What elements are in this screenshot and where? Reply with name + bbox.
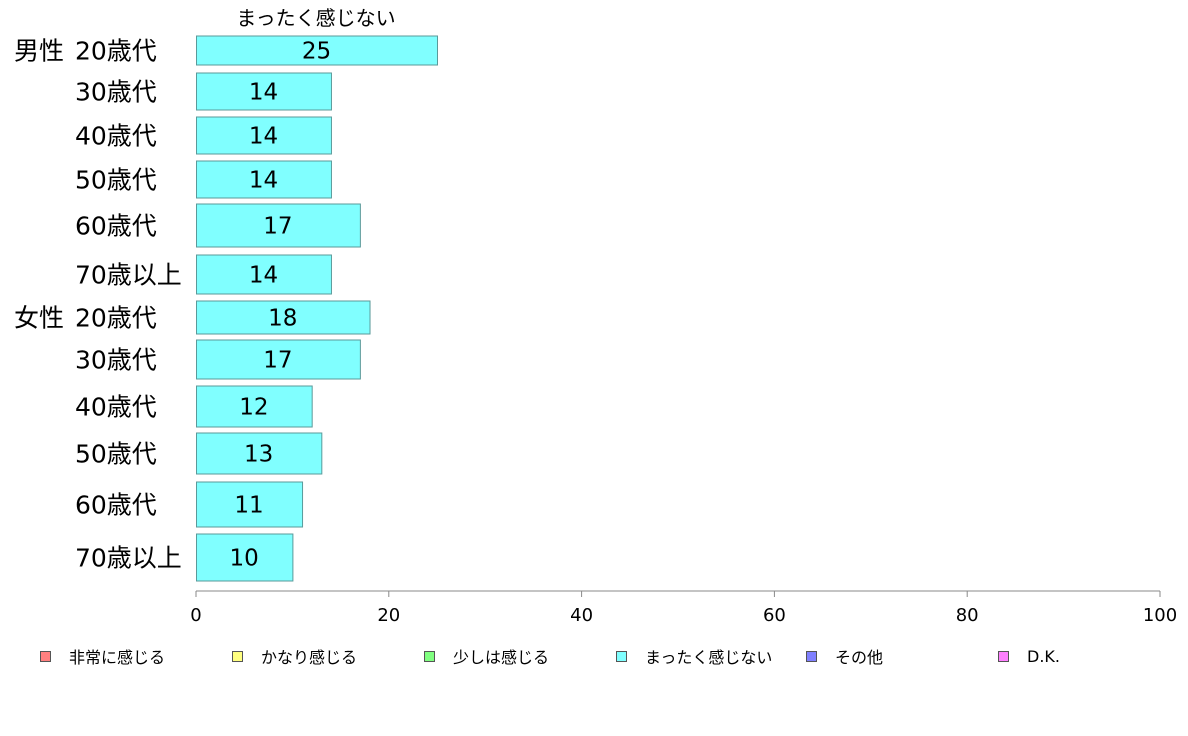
category-label: 30歳代 (75, 346, 157, 375)
category-label: 40歳代 (75, 122, 157, 151)
bar-value-label: 18 (268, 306, 297, 332)
legend-item: その他 (806, 643, 883, 669)
bar (196, 203, 361, 248)
category-label: 60歳代 (75, 212, 157, 241)
category-label: 20歳代 (75, 37, 157, 66)
legend-item: D.K. (998, 643, 1060, 669)
bar-value-label: 13 (244, 442, 273, 468)
legend-item: かなり感じる (232, 643, 357, 669)
legend-label: かなり感じる (261, 648, 358, 667)
bar-value-label: 14 (249, 168, 278, 194)
bar (196, 533, 294, 582)
legend-item: 少しは感じる (424, 643, 549, 669)
x-tick-label: 60 (763, 605, 786, 626)
bar-value-label: 14 (249, 263, 278, 289)
group-label: 女性 (14, 304, 64, 333)
legend-item: まったく感じない (616, 643, 772, 669)
legend-swatch (424, 650, 435, 662)
legend: 非常に感じる かなり感じる 少しは感じる まったく感じない その他 D.K. (40, 643, 1170, 669)
category-label: 50歳代 (75, 440, 157, 469)
bar (196, 116, 332, 155)
legend-swatch (40, 650, 51, 662)
category-label: 70歳以上 (75, 261, 182, 290)
bar (196, 254, 332, 295)
bar (196, 385, 313, 428)
bar-value-label: 14 (249, 124, 278, 150)
category-label: 20歳代 (75, 304, 157, 333)
bar (196, 160, 332, 199)
legend-swatch (232, 650, 243, 662)
x-tick-label: 0 (190, 605, 201, 626)
legend-swatch (998, 650, 1009, 662)
category-label: 40歳代 (75, 393, 157, 422)
bar-value-label: 11 (234, 493, 263, 519)
legend-label: D.K. (1027, 646, 1060, 666)
bar (196, 432, 323, 475)
x-tick-label: 100 (1143, 605, 1177, 626)
category-label: 30歳代 (75, 78, 157, 107)
bar (196, 35, 438, 66)
legend-label: その他 (835, 648, 884, 667)
bar-value-label: 17 (263, 214, 292, 240)
legend-label: まったく感じない (645, 648, 773, 667)
category-label: 50歳代 (75, 166, 157, 195)
category-label: 60歳代 (75, 491, 157, 520)
bar-value-label: 10 (230, 546, 259, 572)
legend-swatch (616, 650, 627, 662)
legend-label: 非常に感じる (69, 648, 166, 667)
legend-label: 少しは感じる (453, 648, 550, 667)
x-tick-label: 40 (570, 605, 593, 626)
bar (196, 481, 304, 528)
bar-value-label: 12 (239, 395, 268, 421)
bar-value-label: 17 (263, 348, 292, 374)
bar-value-label: 25 (302, 39, 331, 65)
bar (196, 72, 332, 111)
group-label: 男性 (14, 37, 64, 66)
x-tick-label: 20 (377, 605, 400, 626)
bar-value-label: 14 (249, 80, 278, 106)
bar (196, 339, 361, 380)
legend-item: 非常に感じる (40, 643, 165, 669)
category-label: 70歳以上 (75, 544, 182, 573)
series-heading: まったく感じない (236, 6, 395, 30)
bar (196, 300, 371, 335)
legend-swatch (806, 650, 817, 662)
x-tick-label: 80 (956, 605, 979, 626)
